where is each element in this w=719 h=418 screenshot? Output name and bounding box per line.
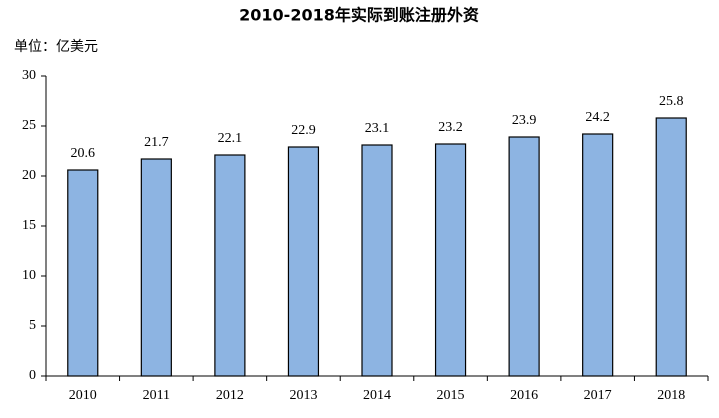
data-label: 22.9: [291, 123, 316, 138]
bar: [655, 117, 687, 377]
data-label: 22.1: [218, 131, 243, 146]
x-tick-label: 2015: [437, 388, 465, 403]
chart-title: 2010-2018年实际到账注册外资: [239, 6, 479, 25]
bar: [508, 136, 540, 377]
data-label: 23.2: [438, 120, 463, 135]
bar: [287, 146, 320, 377]
y-tick-label: 0: [29, 368, 36, 383]
data-label: 21.7: [144, 135, 169, 150]
y-tick-label: 20: [22, 168, 36, 183]
bar: [361, 144, 393, 377]
bar: [214, 154, 246, 377]
y-tick-label: 15: [22, 218, 36, 233]
x-tick-label: 2012: [216, 388, 244, 403]
data-label: 23.1: [365, 121, 390, 136]
x-tick-label: 2017: [584, 388, 612, 403]
y-tick-label: 10: [22, 268, 36, 283]
x-tick-label: 2018: [657, 388, 685, 403]
y-tick-label: 5: [29, 318, 36, 333]
y-tick-label: 30: [22, 68, 36, 83]
bar: [67, 169, 99, 377]
data-label: 23.9: [512, 113, 537, 128]
y-tick-label: 25: [22, 118, 36, 133]
x-tick-label: 2010: [69, 388, 97, 403]
bar: [582, 133, 614, 377]
x-tick-label: 2013: [289, 388, 317, 403]
bar: [140, 158, 172, 377]
bar: [434, 143, 467, 377]
x-tick-label: 2016: [510, 388, 538, 403]
data-label: 20.6: [71, 146, 96, 161]
data-label: 24.2: [585, 110, 610, 125]
data-label: 25.8: [659, 94, 684, 109]
x-tick-label: 2014: [363, 388, 391, 403]
unit-label: 单位：亿美元: [14, 39, 98, 55]
x-tick-label: 2011: [143, 388, 170, 403]
